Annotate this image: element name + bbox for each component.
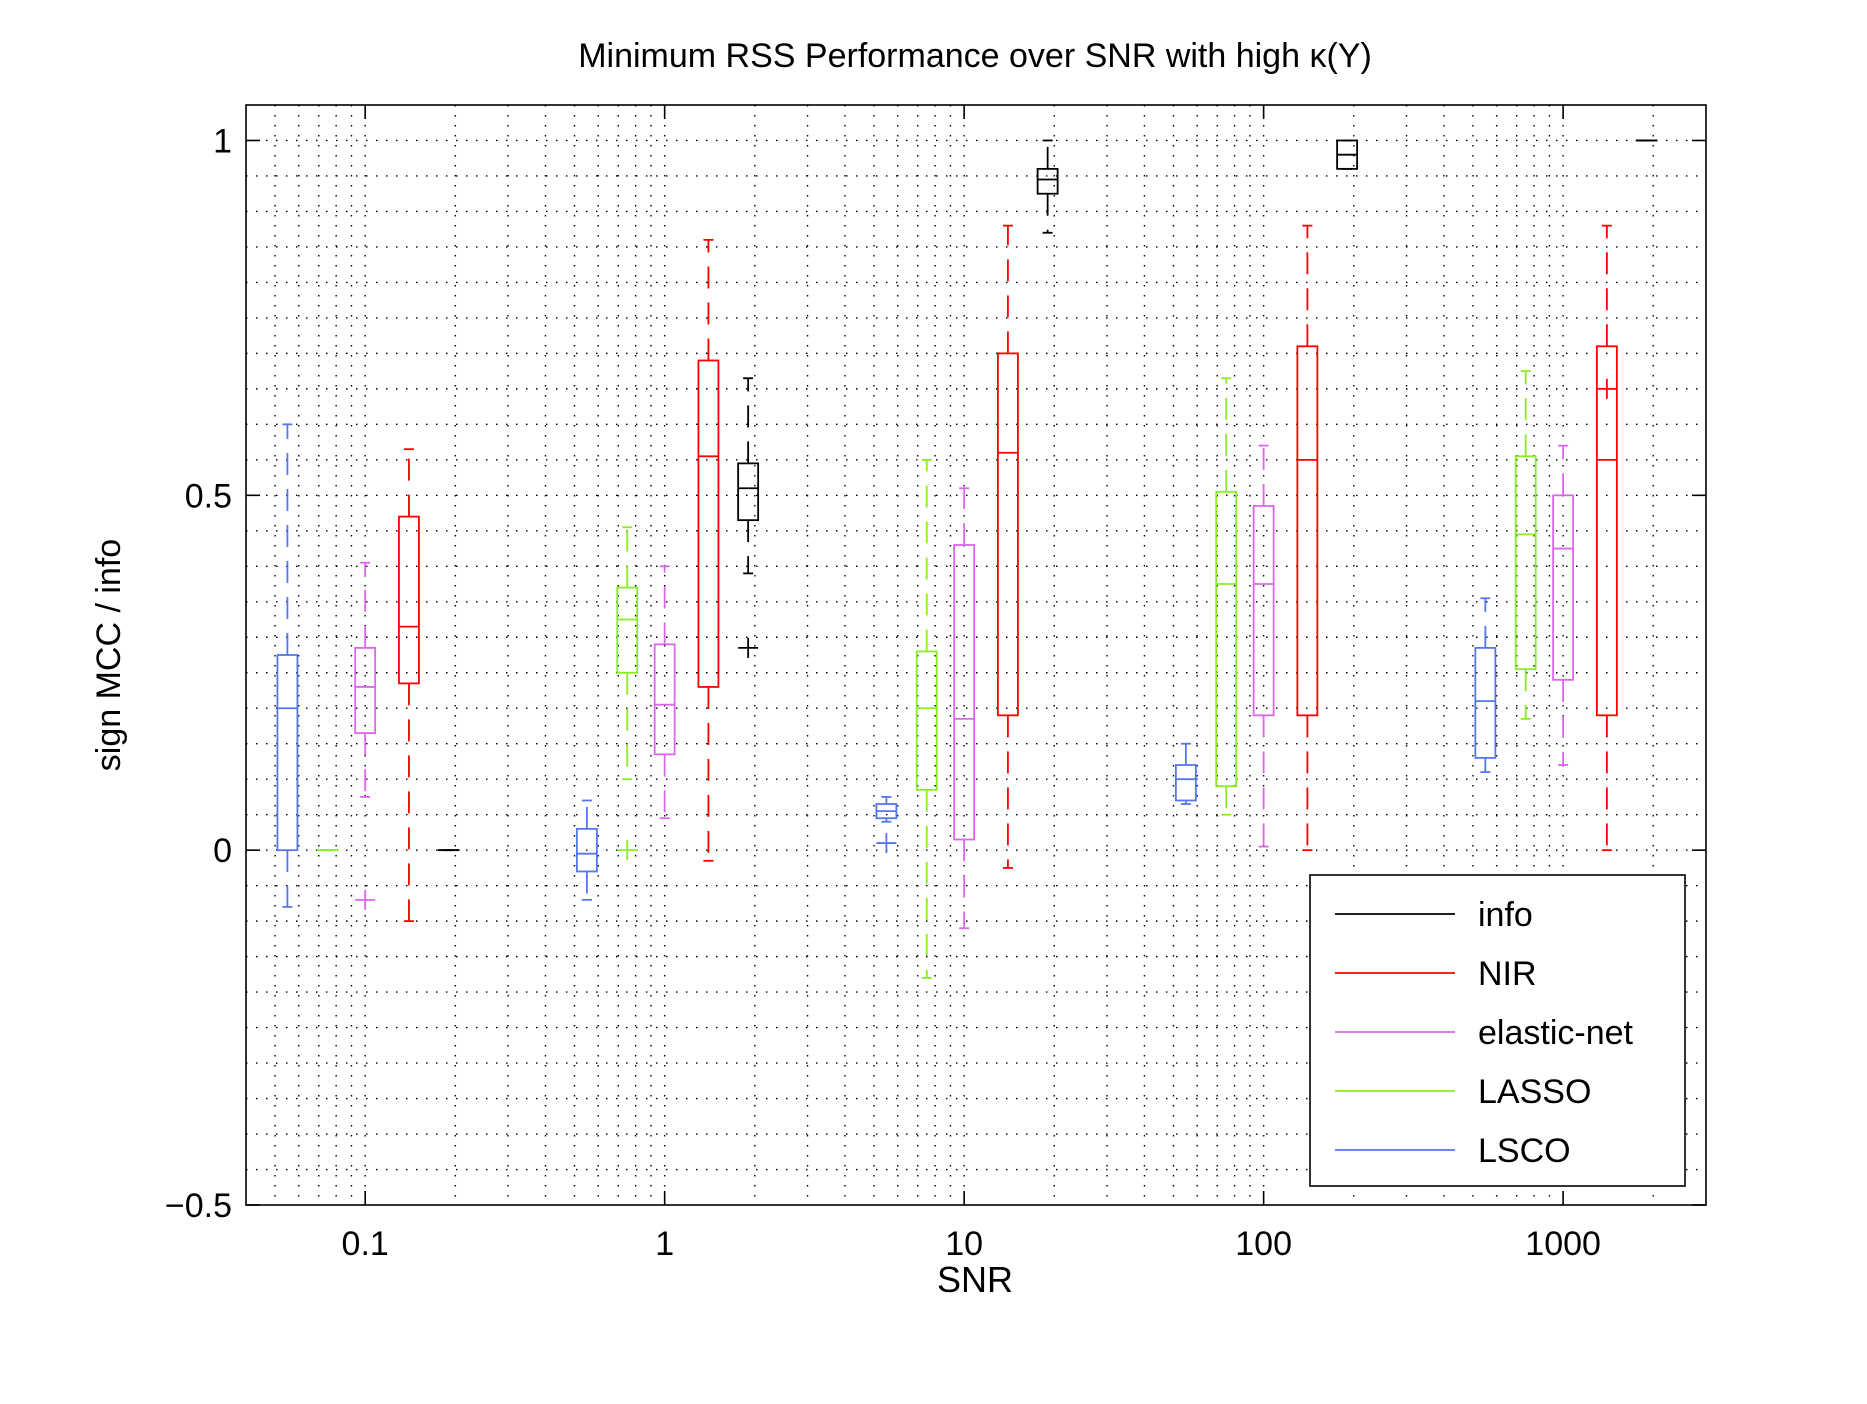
iqr-box: [576, 827, 598, 873]
y-tick-label: −0.5: [165, 1187, 232, 1225]
iqr-box: [1036, 167, 1059, 195]
box-elastic-net: [354, 561, 377, 910]
box-LSCO: [276, 423, 299, 908]
legend-label-LASSO: LASSO: [1478, 1073, 1591, 1111]
x-tick-label: 1: [655, 1225, 674, 1263]
legend-label-NIR: NIR: [1478, 955, 1537, 993]
box-info: [737, 377, 760, 658]
box-LSCO: [875, 796, 898, 854]
box-plots: [276, 139, 1658, 979]
iqr-box: [1252, 505, 1275, 717]
box-NIR: [997, 224, 1019, 869]
iqr-box: [1595, 345, 1618, 717]
box-elastic-net: [1252, 444, 1275, 848]
y-tick-label: 0.5: [185, 477, 232, 515]
legend-label-LSCO: LSCO: [1478, 1132, 1571, 1170]
y-tick-label: 0: [213, 832, 232, 870]
legend-box: [1309, 874, 1686, 1187]
iqr-box: [276, 654, 299, 852]
x-tick-label: 100: [1235, 1225, 1292, 1263]
x-tick-label: 10: [945, 1225, 983, 1263]
iqr-box: [737, 462, 760, 522]
legend: info NIR elastic-net LASSO LSCO: [1309, 874, 1686, 1187]
iqr-box: [398, 515, 420, 685]
box-LSCO: [1174, 742, 1197, 805]
iqr-box: [1474, 647, 1497, 759]
iqr-box: [1552, 494, 1575, 681]
axis-ticks: −0.5 0 0.5 1 0.1 1 10 100 1000: [165, 105, 1706, 1263]
box-elastic-net: [1552, 444, 1575, 766]
box-LASSO: [1215, 377, 1238, 816]
box-LASSO: [1514, 370, 1537, 720]
box-elastic-net: [953, 487, 976, 930]
iqr-box: [953, 544, 976, 841]
x-tick-label: 0.1: [342, 1225, 389, 1263]
box-NIR: [1595, 224, 1618, 852]
x-tick-label: 1000: [1525, 1225, 1601, 1263]
iqr-box: [1215, 490, 1238, 788]
box-info: [1336, 139, 1359, 170]
box-info: [1036, 139, 1059, 234]
box-LASSO: [616, 526, 639, 861]
legend-label-elastic-net: elastic-net: [1478, 1014, 1634, 1052]
box-NIR: [697, 238, 720, 862]
legend-label-info: info: [1478, 896, 1533, 934]
iqr-box: [915, 650, 938, 791]
x-axis-label: SNR: [937, 1259, 1013, 1300]
box-NIR: [398, 448, 420, 923]
iqr-box: [653, 643, 676, 756]
iqr-box: [997, 352, 1019, 717]
iqr-box: [354, 647, 377, 734]
chart-title: Minimum RSS Performance over SNR with hi…: [578, 37, 1372, 75]
box-LSCO: [1474, 597, 1497, 773]
iqr-box: [616, 586, 639, 674]
iqr-box: [697, 359, 720, 688]
box-NIR: [1296, 224, 1319, 852]
box-LSCO: [576, 799, 598, 901]
iqr-box: [1514, 455, 1537, 671]
y-axis-label: sign MCC / info: [90, 539, 128, 771]
iqr-box: [1174, 764, 1197, 802]
box-elastic-net: [653, 565, 676, 820]
y-tick-label: 1: [213, 122, 232, 160]
plot-frame: [245, 104, 1707, 1206]
iqr-box: [1296, 345, 1319, 717]
box-LASSO: [915, 458, 938, 979]
grid: [246, 105, 1706, 1205]
